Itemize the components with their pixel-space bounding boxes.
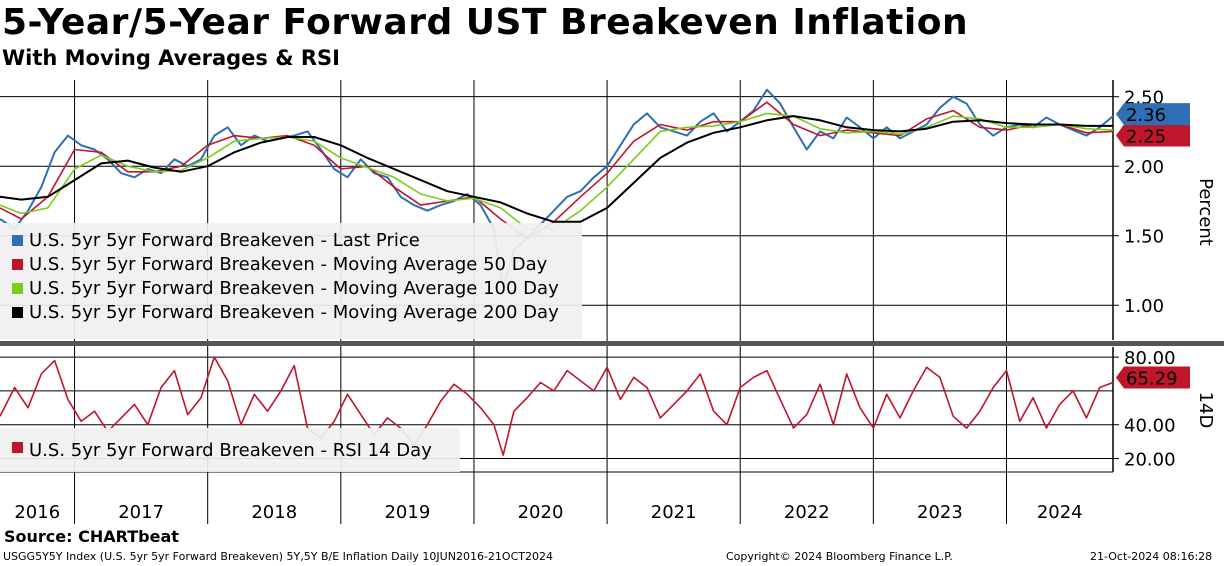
x-tick-label: 2016 xyxy=(14,502,60,523)
series-line-ma200 xyxy=(0,115,1113,223)
rsi-value-tag: 65.29 xyxy=(1116,366,1190,389)
rsi-tick-label: 40.00 xyxy=(1124,416,1176,437)
ma50-value-tag: 2.25 xyxy=(1116,124,1190,147)
timestamp-text: 21-Oct-2024 08:16:28 xyxy=(1090,550,1213,563)
last-price-value-tag: 2.36 xyxy=(1116,103,1190,126)
rsi-axis-label: 14D xyxy=(1195,392,1216,429)
ticker-info: USGG5Y5Y Index (U.S. 5yr 5yr Forward Bre… xyxy=(3,550,553,563)
legend-label: U.S. 5yr 5yr Forward Breakeven - RSI 14 … xyxy=(29,440,432,461)
legend-swatch xyxy=(12,307,23,318)
x-tick-label: 2022 xyxy=(784,502,830,523)
x-tick-label: 2024 xyxy=(1037,502,1083,523)
x-tick-label: 2018 xyxy=(251,502,297,523)
value-tag-text: 2.36 xyxy=(1126,105,1166,126)
source-label: Source: CHARTbeat xyxy=(4,527,179,546)
chart-title: 5-Year/5-Year Forward UST Breakeven Infl… xyxy=(2,2,969,43)
series-line-ma100 xyxy=(0,112,1114,230)
value-tag-bg xyxy=(1116,366,1190,389)
legend-label: U.S. 5yr 5yr Forward Breakeven - Moving … xyxy=(29,254,548,275)
rsi-legend-box xyxy=(0,428,460,472)
legend-label: U.S. 5yr 5yr Forward Breakeven - Moving … xyxy=(29,278,559,299)
chart-subtitle: With Moving Averages & RSI xyxy=(2,46,340,70)
legend-label: U.S. 5yr 5yr Forward Breakeven - Moving … xyxy=(29,302,559,323)
x-tick-label: 2020 xyxy=(518,502,564,523)
copyright-text: Copyright© 2024 Bloomberg Finance L.P. xyxy=(726,550,953,563)
legend-swatch xyxy=(12,235,23,246)
value-tag-bg xyxy=(1116,124,1190,147)
legend-swatch xyxy=(12,283,23,294)
rsi-tick-label: 20.00 xyxy=(1124,449,1176,470)
series-line-rsi xyxy=(0,356,1114,456)
price-tick-label: 2.00 xyxy=(1124,157,1164,178)
legend-box xyxy=(0,223,582,339)
legend-label: U.S. 5yr 5yr Forward Breakeven - Last Pr… xyxy=(29,230,420,251)
rsi-tick-label: 80.00 xyxy=(1124,348,1176,369)
x-tick-label: 2021 xyxy=(651,502,697,523)
legend-swatch xyxy=(12,259,23,270)
legend-swatch xyxy=(12,442,23,453)
price-tick-label: 1.50 xyxy=(1124,227,1164,248)
x-tick-label: 2017 xyxy=(118,502,164,523)
value-tag-text: 2.25 xyxy=(1126,126,1166,147)
price-tick-label: 1.00 xyxy=(1124,296,1164,317)
series-line-last_price xyxy=(0,88,1114,290)
value-tag-bg xyxy=(1116,103,1190,126)
price-axis-label: Percent xyxy=(1195,178,1216,246)
x-tick-label: 2023 xyxy=(917,502,963,523)
panel-separator xyxy=(0,341,1224,346)
x-tick-label: 2019 xyxy=(384,502,430,523)
value-tag-text: 65.29 xyxy=(1126,368,1178,389)
